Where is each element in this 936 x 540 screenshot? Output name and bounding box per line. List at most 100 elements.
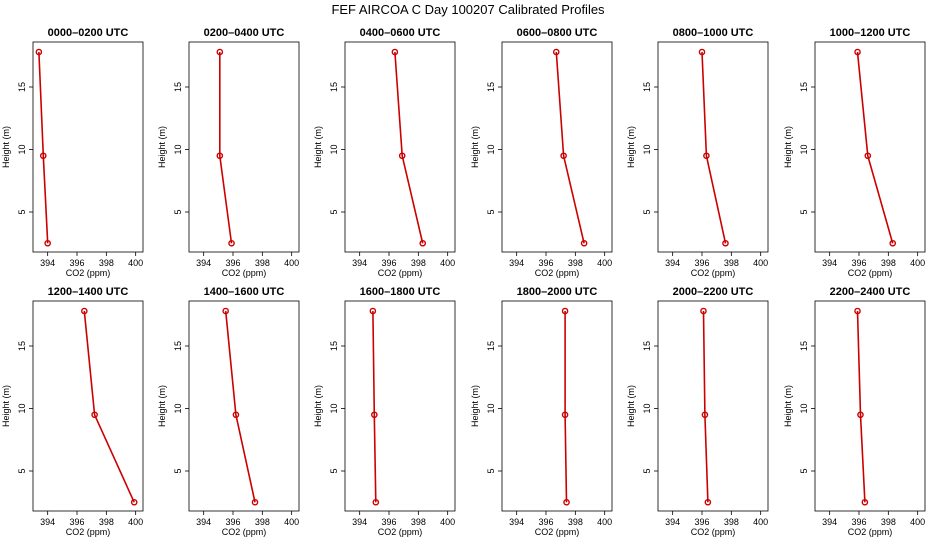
y-axis-label: Height (m) <box>783 385 793 427</box>
profile-line <box>372 310 377 503</box>
x-axis-label: CO2 (ppm) <box>848 527 893 537</box>
data-point <box>857 411 864 419</box>
figure-title: FEF AIRCOA C Day 100207 Calibrated Profi… <box>331 2 605 17</box>
panel-title: 2200–2400 UTC <box>830 286 911 298</box>
y-tick-label: 10 <box>329 403 339 413</box>
y-tick-label: 10 <box>329 144 339 154</box>
data-point <box>81 307 88 315</box>
profile-line <box>856 51 894 244</box>
x-tick-label: 394 <box>352 258 367 268</box>
y-tick-label: 10 <box>799 144 809 154</box>
data-point <box>372 498 380 506</box>
panel-title: 1000–1200 UTC <box>830 27 911 39</box>
data-point <box>44 239 51 247</box>
data-point <box>419 239 427 247</box>
plot-frame <box>32 41 144 253</box>
data-point <box>391 48 399 56</box>
panel-5: 0800–1000 UTC 394 396 398 400 5 10 15 CO2 (ppm) H… <box>626 27 769 278</box>
panel-title: 0400–0600 UTC <box>360 27 441 39</box>
data-point <box>216 152 224 160</box>
plot-frame <box>814 300 926 512</box>
x-tick-label: 398 <box>724 258 739 268</box>
y-axis-label: Height (m) <box>1 385 11 427</box>
x-axis-label: CO2 (ppm) <box>691 268 736 278</box>
y-tick-label: 15 <box>642 341 652 351</box>
x-tick-label: 398 <box>255 258 270 268</box>
y-tick-label: 5 <box>799 468 809 473</box>
y-axis-label: Height (m) <box>783 126 793 168</box>
x-axis-label: CO2 (ppm) <box>222 527 267 537</box>
profile-line <box>224 310 256 503</box>
panels-layer: 0000–0200 UTC 394 396 398 400 5 10 15 CO2 (ppm) H… <box>1 27 926 537</box>
data-point <box>560 152 567 160</box>
y-tick-label: 5 <box>799 209 809 214</box>
data-point <box>561 411 569 419</box>
panel-title: 0200–0400 UTC <box>204 27 285 39</box>
data-point <box>39 152 47 160</box>
y-tick-label: 10 <box>642 144 652 154</box>
panel-6: 1000–1200 UTC 394 396 398 400 5 10 15 CO2 (ppm) H… <box>783 27 926 278</box>
y-tick-label: 10 <box>17 403 27 413</box>
y-tick-label: 5 <box>17 468 27 473</box>
y-tick-label: 5 <box>329 468 339 473</box>
x-axis-label: CO2 (ppm) <box>535 268 580 278</box>
y-tick-label: 15 <box>173 82 183 92</box>
profile-line <box>219 52 233 244</box>
x-axis-label: CO2 (ppm) <box>848 268 893 278</box>
y-tick-label: 10 <box>173 144 183 154</box>
y-axis-label: Height (m) <box>157 385 167 427</box>
data-point <box>561 307 569 315</box>
x-tick-label: 400 <box>910 258 925 268</box>
y-axis-label: Height (m) <box>626 385 636 427</box>
x-tick-label: 396 <box>381 258 396 268</box>
y-axis-label: Height (m) <box>470 126 480 168</box>
y-tick-label: 15 <box>642 82 652 92</box>
y-tick-label: 10 <box>486 144 496 154</box>
x-tick-label: 398 <box>99 517 114 527</box>
x-tick-label: 398 <box>99 258 114 268</box>
x-tick-label: 400 <box>910 517 925 527</box>
data-point <box>369 307 377 315</box>
x-tick-label: 398 <box>568 517 583 527</box>
plot-frame <box>344 41 456 253</box>
x-tick-label: 396 <box>225 258 240 268</box>
data-point <box>854 48 861 56</box>
plot-frame <box>657 41 769 253</box>
y-tick-label: 15 <box>799 82 809 92</box>
x-axis-label: CO2 (ppm) <box>535 527 580 537</box>
x-tick-label: 400 <box>440 517 455 527</box>
y-tick-label: 10 <box>486 403 496 413</box>
data-point <box>371 411 378 419</box>
profile-line <box>856 310 866 503</box>
data-point <box>130 498 138 506</box>
x-axis-label: CO2 (ppm) <box>378 268 423 278</box>
x-tick-label: 394 <box>665 258 680 268</box>
x-axis-label: CO2 (ppm) <box>66 268 111 278</box>
data-point <box>580 239 588 247</box>
plot-frame <box>188 41 300 253</box>
y-tick-label: 5 <box>17 209 27 214</box>
panel-7: 1200–1400 UTC 394 396 398 400 5 10 15 CO2 (ppm) H… <box>1 286 144 537</box>
y-axis-label: Height (m) <box>470 385 480 427</box>
y-tick-label: 10 <box>799 403 809 413</box>
y-axis-label: Height (m) <box>1 126 11 168</box>
x-tick-label: 398 <box>881 258 896 268</box>
profile-line <box>83 310 135 503</box>
x-axis-label: CO2 (ppm) <box>691 527 736 537</box>
panel-title: 1800–2000 UTC <box>517 286 598 298</box>
data-point <box>864 152 872 160</box>
x-tick-label: 396 <box>225 517 240 527</box>
x-tick-label: 396 <box>69 517 84 527</box>
panel-title: 1600–1800 UTC <box>360 286 441 298</box>
x-tick-label: 398 <box>568 258 583 268</box>
x-axis-label: CO2 (ppm) <box>378 527 423 537</box>
x-tick-label: 394 <box>822 258 837 268</box>
data-point <box>35 48 43 56</box>
y-tick-label: 5 <box>329 209 339 214</box>
profile-line <box>702 310 709 503</box>
x-tick-label: 394 <box>665 517 680 527</box>
y-tick-label: 15 <box>173 341 183 351</box>
x-tick-label: 396 <box>538 258 553 268</box>
panel-11: 2000–2200 UTC 394 396 398 400 5 10 15 CO2 (ppm) H… <box>626 286 769 537</box>
